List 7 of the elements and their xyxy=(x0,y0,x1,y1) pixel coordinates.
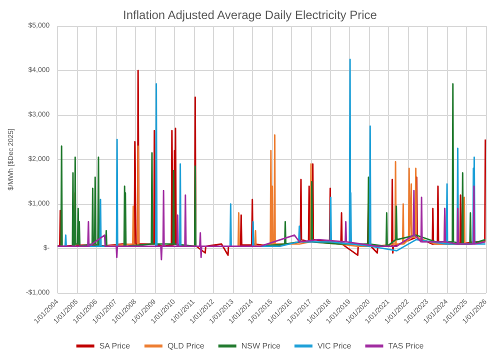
legend-label: TAS Price xyxy=(388,342,424,350)
chart-title: Inflation Adjusted Average Daily Electricity Price xyxy=(123,8,378,22)
legend-label: QLD Price xyxy=(167,342,205,350)
line-series xyxy=(56,185,486,260)
legend-label: VIC Price xyxy=(317,342,352,350)
legend-label: SA Price xyxy=(99,342,131,350)
legend-label: NSW Price xyxy=(241,342,282,350)
